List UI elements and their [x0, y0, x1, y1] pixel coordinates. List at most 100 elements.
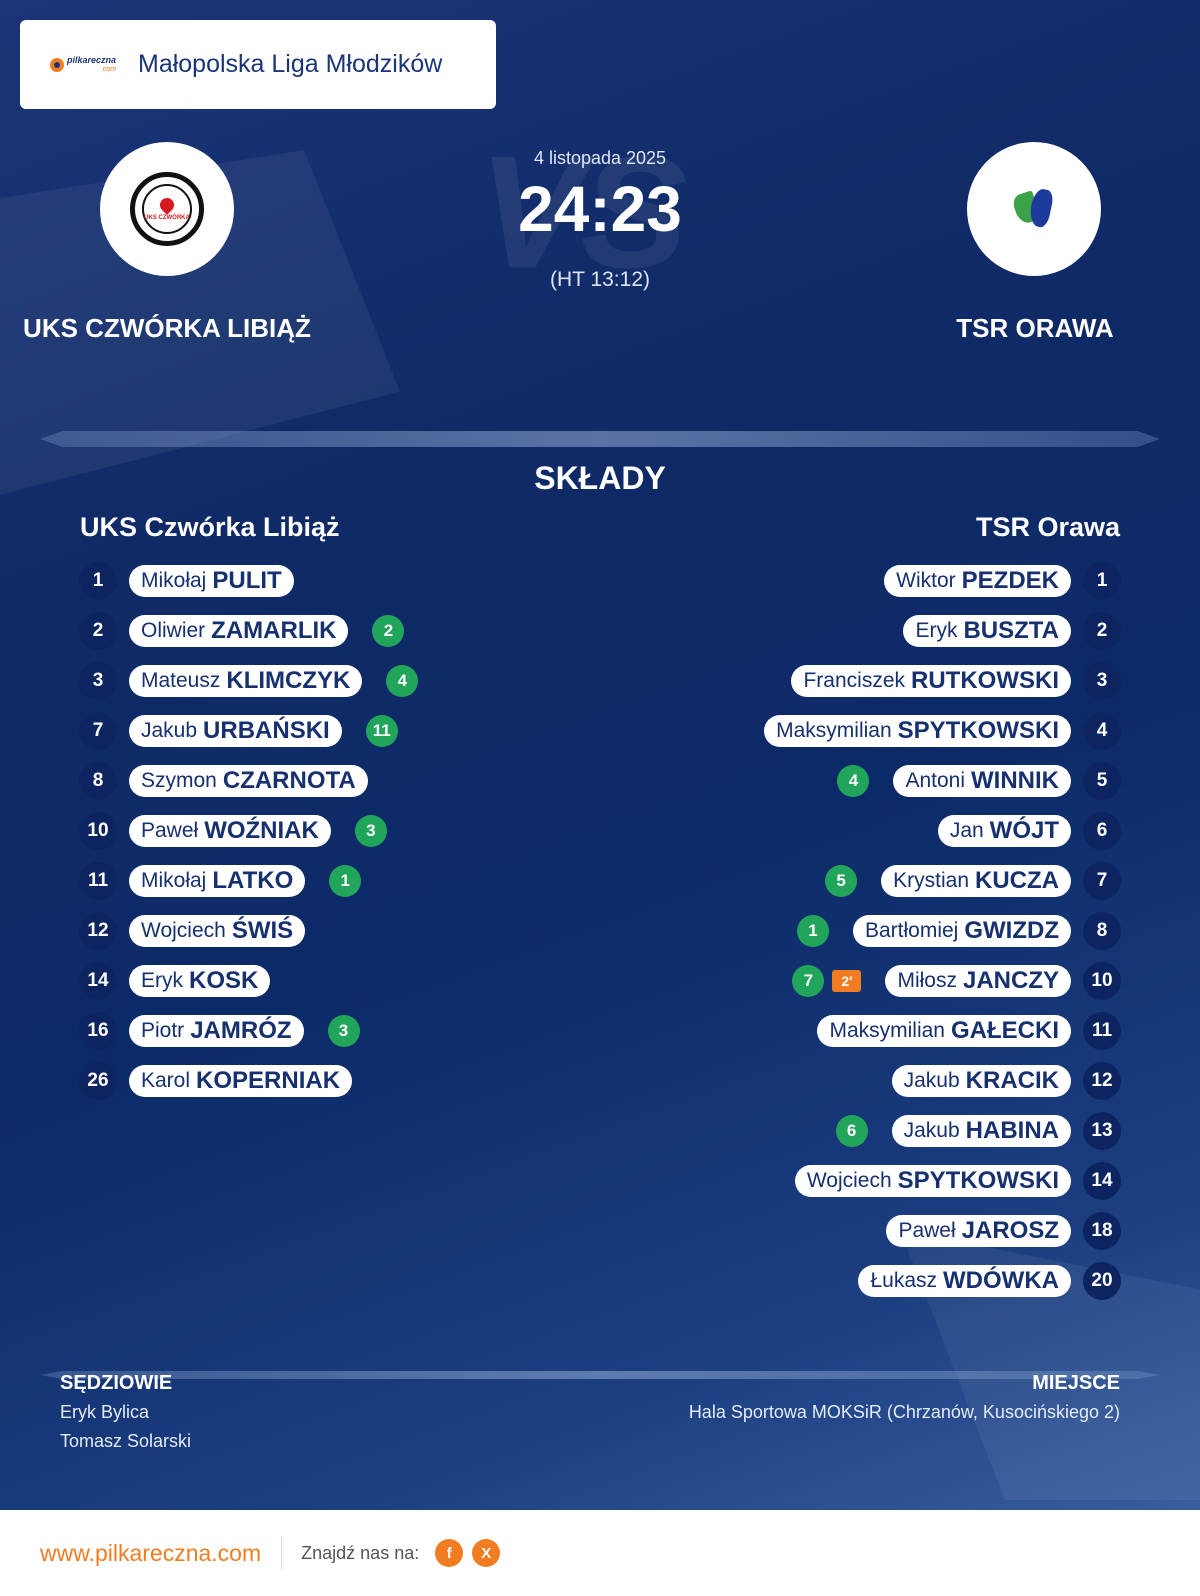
x-icon[interactable]: X	[472, 1539, 501, 1567]
goals-badge: 6	[835, 1115, 868, 1147]
goals-badge: 4	[386, 665, 419, 697]
player-first-name: Jan	[949, 819, 984, 842]
player-number: 10	[1083, 962, 1121, 1000]
player-row: Jan WÓJT 6	[561, 806, 1121, 856]
player-number: 14	[1083, 1162, 1121, 1200]
away-team-name: TSR ORAWA	[956, 313, 1114, 343]
player-first-name: Antoni	[905, 769, 966, 792]
player-number: 1	[1083, 562, 1121, 600]
match-score: 24:23	[518, 173, 682, 245]
player-name: Jakub HABINA	[891, 1115, 1071, 1147]
player-last-name: WÓJT	[989, 817, 1059, 844]
home-crest-text: UKS CZWÓRKA	[144, 214, 190, 221]
player-name: Mikołaj PULIT	[129, 565, 294, 597]
player-number: 14	[79, 962, 117, 1000]
player-name: Wiktor PEZDEK	[884, 565, 1071, 597]
player-name: Wojciech ŚWIŚ	[129, 915, 306, 947]
referees-title: SĘDZIOWIE	[60, 1372, 173, 1394]
player-row: Franciszek RUTKOWSKI 3	[561, 656, 1121, 706]
player-last-name: RUTKOWSKI	[911, 667, 1059, 694]
player-name: Paweł WOŹNIAK	[129, 815, 331, 847]
player-row: 11 Mikołaj LATKO 1	[79, 856, 639, 906]
player-number: 10	[79, 812, 117, 850]
player-last-name: JAROSZ	[961, 1217, 1059, 1244]
home-team-name: UKS CZWÓRKA LIBIĄŻ	[23, 313, 311, 343]
player-last-name: SPYTKOWSKI	[897, 1167, 1059, 1194]
player-last-name: BUSZTA	[963, 617, 1059, 644]
player-name: Jan WÓJT	[937, 815, 1071, 847]
player-last-name: PEZDEK	[961, 567, 1059, 594]
referee-name: Tomasz Solarski	[60, 1431, 192, 1451]
player-row: 2 Oliwier ZAMARLIK 2	[79, 606, 639, 656]
player-number: 3	[1083, 662, 1121, 700]
player-last-name: JANCZY	[962, 967, 1059, 994]
player-first-name: Karol	[141, 1069, 191, 1092]
facebook-icon[interactable]: f	[435, 1539, 464, 1567]
player-first-name: Wiktor	[896, 569, 956, 592]
referee-name: Eryk Bylica	[60, 1402, 150, 1422]
goals-badge: 11	[365, 715, 398, 747]
player-row: 26 Karol KOPERNIAK	[79, 1056, 639, 1106]
player-last-name: GAŁECKI	[951, 1017, 1059, 1044]
goals-badge: 3	[327, 1015, 360, 1047]
player-row: 4 Antoni WINNIK 5	[561, 756, 1121, 806]
suspension-badge: 2'	[832, 970, 862, 992]
player-name: Maksymilian SPYTKOWSKI	[764, 715, 1071, 747]
player-first-name: Maksymilian	[776, 719, 892, 742]
player-row: 1 Mikołaj PULIT	[79, 556, 639, 606]
player-number: 6	[1083, 812, 1121, 850]
player-last-name: JAMRÓZ	[190, 1017, 292, 1044]
site-link[interactable]: www.pilkareczna.com	[40, 1539, 262, 1566]
player-first-name: Wojciech	[806, 1169, 892, 1192]
goals-badge: 7	[792, 965, 825, 997]
lineups-title: SKŁADY	[534, 460, 666, 496]
away-team-logo	[967, 142, 1101, 276]
player-row: Wiktor PEZDEK 1	[561, 556, 1121, 606]
player-name: Mateusz KLIMCZYK	[129, 665, 363, 697]
player-number: 16	[79, 1012, 117, 1050]
venue-title: MIEJSCE	[1032, 1372, 1120, 1394]
player-name: Franciszek RUTKOWSKI	[791, 665, 1071, 697]
site-logo[interactable]: pilkareczna .com	[50, 55, 124, 74]
player-name: Maksymilian GAŁECKI	[817, 1015, 1071, 1047]
player-first-name: Mateusz	[141, 669, 221, 692]
player-first-name: Paweł	[898, 1219, 956, 1242]
player-number: 2	[1083, 612, 1121, 650]
player-number: 4	[1083, 712, 1121, 750]
player-number: 18	[1083, 1212, 1121, 1250]
player-row: Paweł JAROSZ 18	[561, 1206, 1121, 1256]
player-row: Łukasz WDÓWKA 20	[561, 1256, 1121, 1306]
find-us-label: Znajdź nas na:	[301, 1542, 420, 1563]
player-first-name: Jakub	[141, 719, 198, 742]
player-last-name: KOPERNIAK	[196, 1067, 341, 1094]
player-row: 6 Jakub HABINA 13	[561, 1106, 1121, 1156]
player-name: Jakub KRACIK	[891, 1065, 1071, 1097]
match-date: 4 listopada 2025	[533, 148, 667, 168]
player-last-name: ZAMARLIK	[211, 617, 337, 644]
player-row: 10 Paweł WOŹNIAK 3	[79, 806, 639, 856]
goals-badge: 1	[329, 865, 362, 897]
goals-badge: 4	[837, 765, 870, 797]
player-row: Wojciech SPYTKOWSKI 14	[561, 1156, 1121, 1206]
goals-badge: 3	[354, 815, 387, 847]
player-last-name: GWIZDZ	[964, 917, 1059, 944]
player-row: 7 Jakub URBAŃSKI 11	[79, 706, 639, 756]
player-name: Krystian KUCZA	[881, 865, 1071, 897]
player-last-name: PULIT	[212, 567, 282, 594]
player-row: 8 Szymon CZARNOTA	[79, 756, 639, 806]
player-name: Jakub URBAŃSKI	[129, 715, 342, 747]
footer: www.pilkareczna.com Znajdź nas na: f X	[0, 1510, 1200, 1596]
player-last-name: WINNIK	[971, 767, 1059, 794]
player-number: 2	[79, 612, 117, 650]
player-first-name: Mikołaj	[141, 569, 207, 592]
goals-badge: 2	[372, 615, 405, 647]
venue-name: Hala Sportowa MOKSiR (Chrzanów, Kusocińs…	[688, 1402, 1120, 1422]
player-number: 12	[79, 912, 117, 950]
player-row: 16 Piotr JAMRÓZ 3	[79, 1006, 639, 1056]
vs-watermark: VS	[478, 122, 687, 301]
player-last-name: URBAŃSKI	[203, 717, 330, 744]
player-number: 8	[79, 762, 117, 800]
player-first-name: Oliwier	[141, 619, 206, 642]
player-last-name: HABINA	[965, 1117, 1059, 1144]
player-row: 12 Wojciech ŚWIŚ	[79, 906, 639, 956]
